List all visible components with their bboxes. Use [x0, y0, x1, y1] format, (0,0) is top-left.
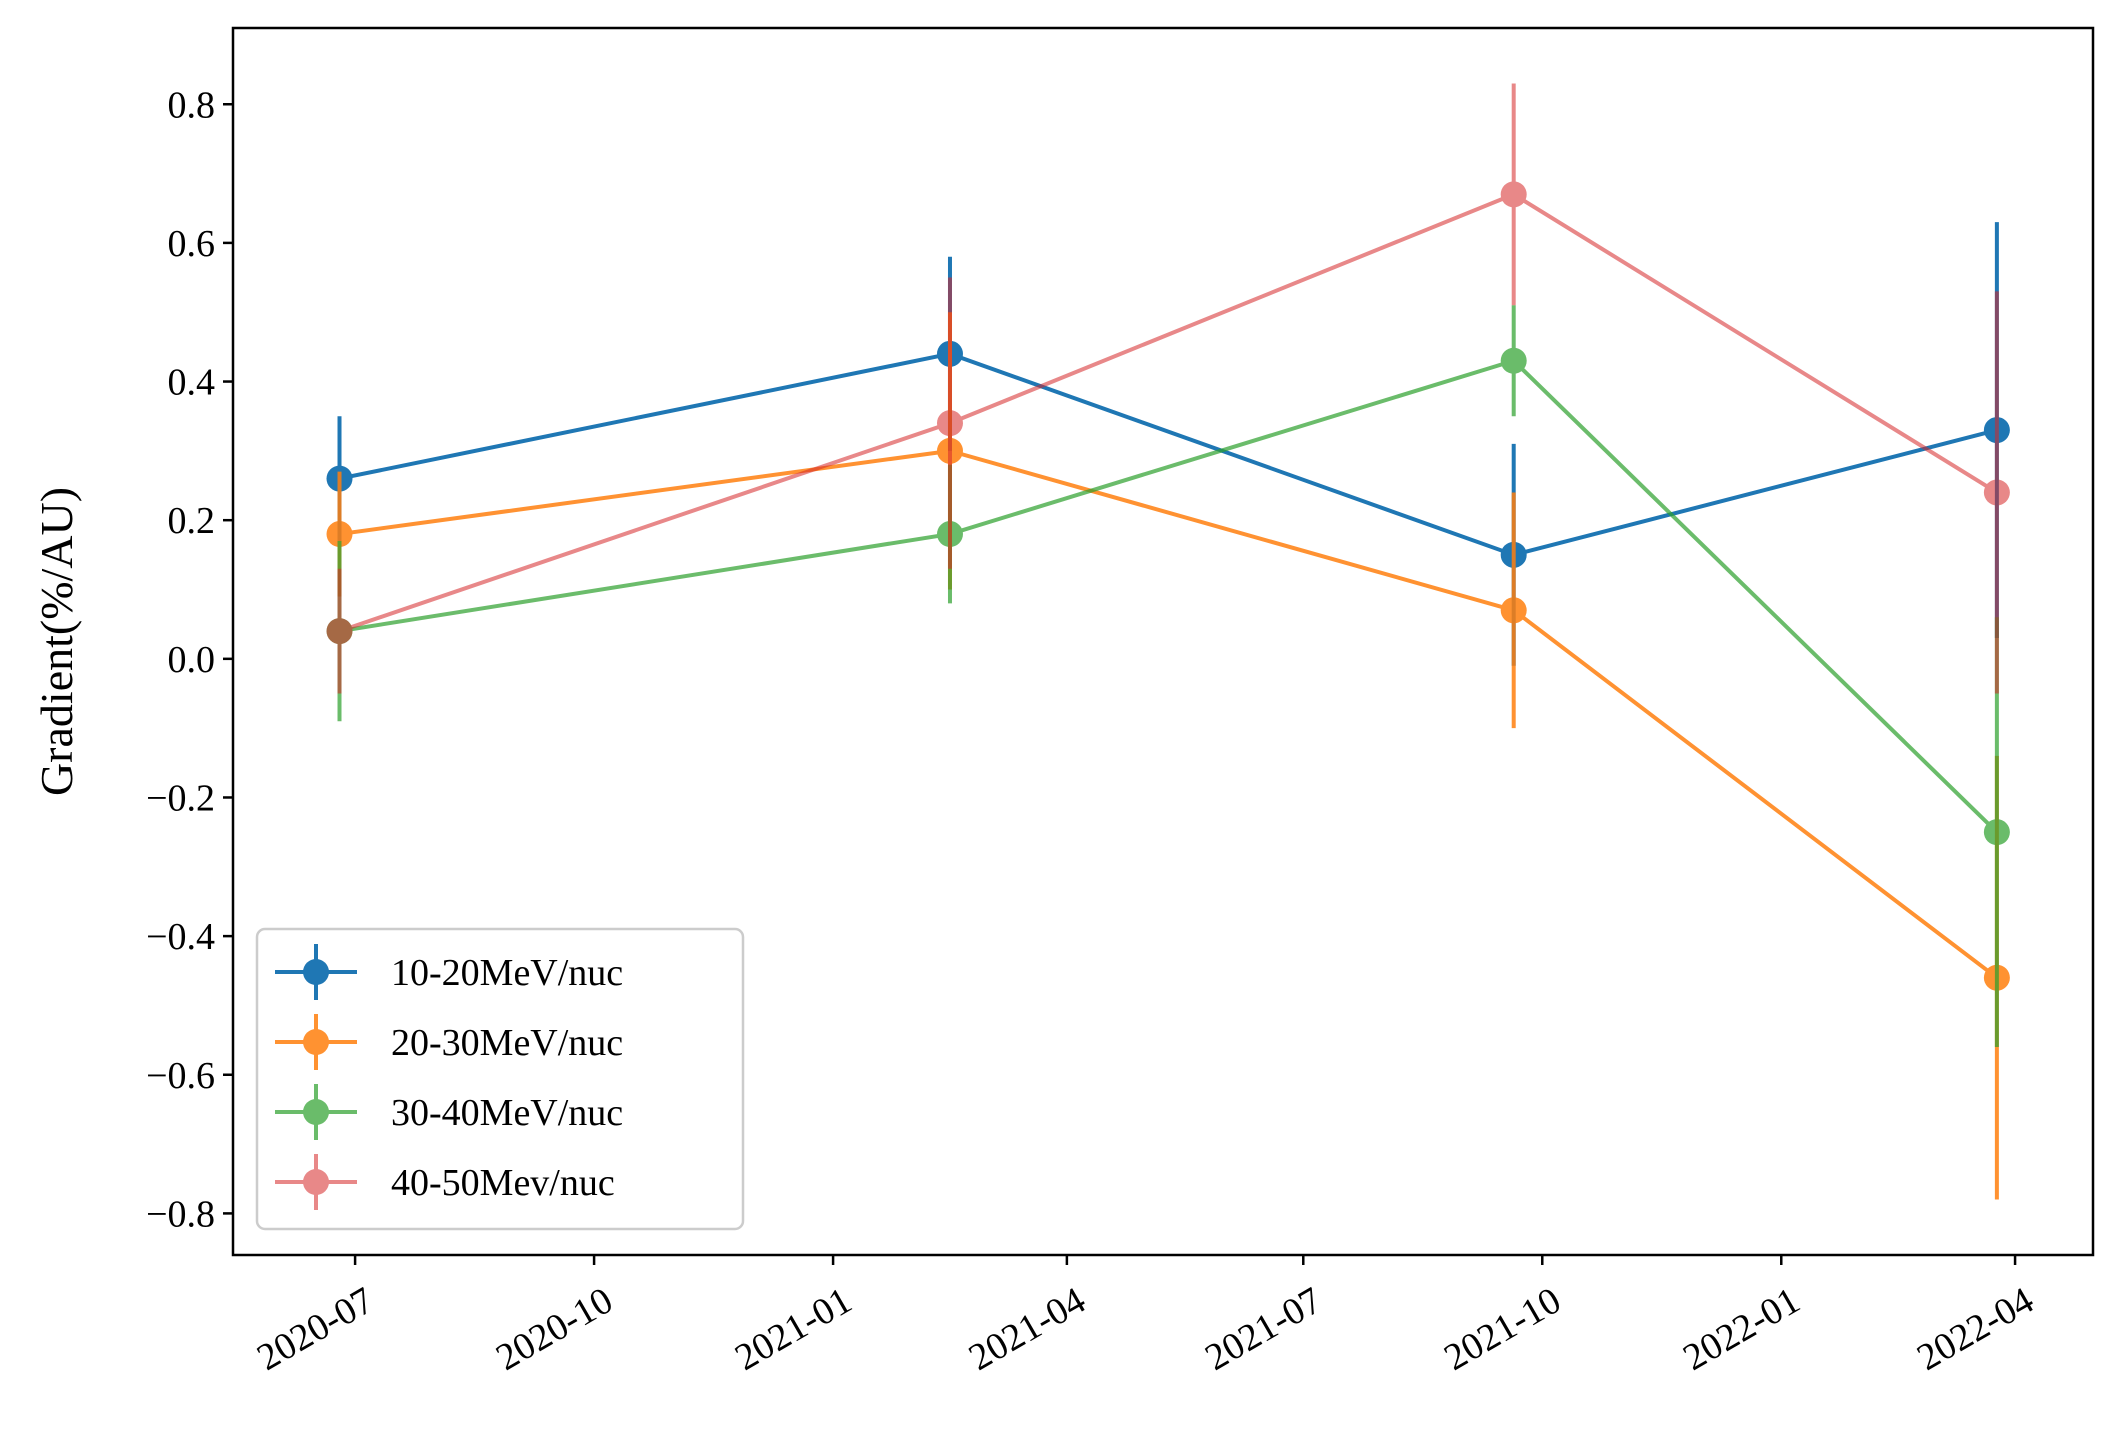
legend-marker: [275, 1154, 357, 1210]
y-tick-label: −0.2: [146, 777, 215, 819]
series-line: [339, 351, 1998, 557]
legend-dot: [303, 1029, 329, 1055]
y-tick-label: −0.8: [146, 1193, 215, 1235]
y-tick-label: 0.6: [168, 223, 216, 265]
legend: 10-20MeV/nuc 20-30MeV/nuc 30-40MeV/nuc 40-5…: [255, 927, 745, 1231]
y-axis-label: Gradient(%/AU): [31, 487, 82, 796]
series-line: [338, 192, 1998, 633]
axes-frame: [231, 26, 2095, 1257]
data-point: [1983, 819, 2010, 846]
data-point: [1500, 347, 1527, 374]
x-tick-label: 2021-04: [962, 1279, 1093, 1379]
legend-dot: [303, 959, 329, 985]
data-point: [1983, 479, 2010, 506]
series-4: [326, 83, 2010, 694]
legend-label: 30-40MeV/nuc: [391, 1092, 623, 1134]
y-tick-label: 0.2: [168, 500, 216, 542]
y-tick-label: 0.4: [168, 362, 216, 404]
x-tick-label: 2022-04: [1910, 1279, 2041, 1379]
x-tick-label: 2020-10: [489, 1279, 620, 1379]
y-tick-label: 0.0: [168, 639, 216, 681]
x-tick-label: 2022-01: [1676, 1279, 1807, 1379]
y-tick-label: 0.8: [168, 84, 216, 126]
data-point: [1500, 181, 1527, 208]
data-point: [326, 618, 353, 645]
y-tick-label: −0.4: [146, 916, 215, 958]
legend-dot: [303, 1099, 329, 1125]
series-line: [339, 358, 1999, 834]
data-point: [326, 521, 353, 548]
data-point: [1500, 597, 1527, 624]
legend-dot: [303, 1169, 329, 1195]
legend-label: 40-50Mev/nuc: [391, 1162, 615, 1204]
legend-label: 10-20MeV/nuc: [391, 952, 623, 994]
legend-marker: [275, 1084, 357, 1140]
legend-marker: [275, 944, 357, 1000]
series-line: [339, 448, 1999, 980]
x-tick-label: 2021-01: [728, 1279, 859, 1379]
legend-marker: [275, 1014, 357, 1070]
x-tick-label: 2021-10: [1437, 1279, 1568, 1379]
legend-label: 20-30MeV/nuc: [391, 1022, 623, 1064]
x-tick-label: 2020-07: [250, 1279, 381, 1379]
x-tick-label: 2021-07: [1198, 1279, 1329, 1379]
data-point: [936, 410, 963, 437]
plot-area: [326, 83, 2010, 1200]
legend-box: [255, 927, 745, 1231]
y-tick-label: −0.6: [146, 1055, 215, 1097]
